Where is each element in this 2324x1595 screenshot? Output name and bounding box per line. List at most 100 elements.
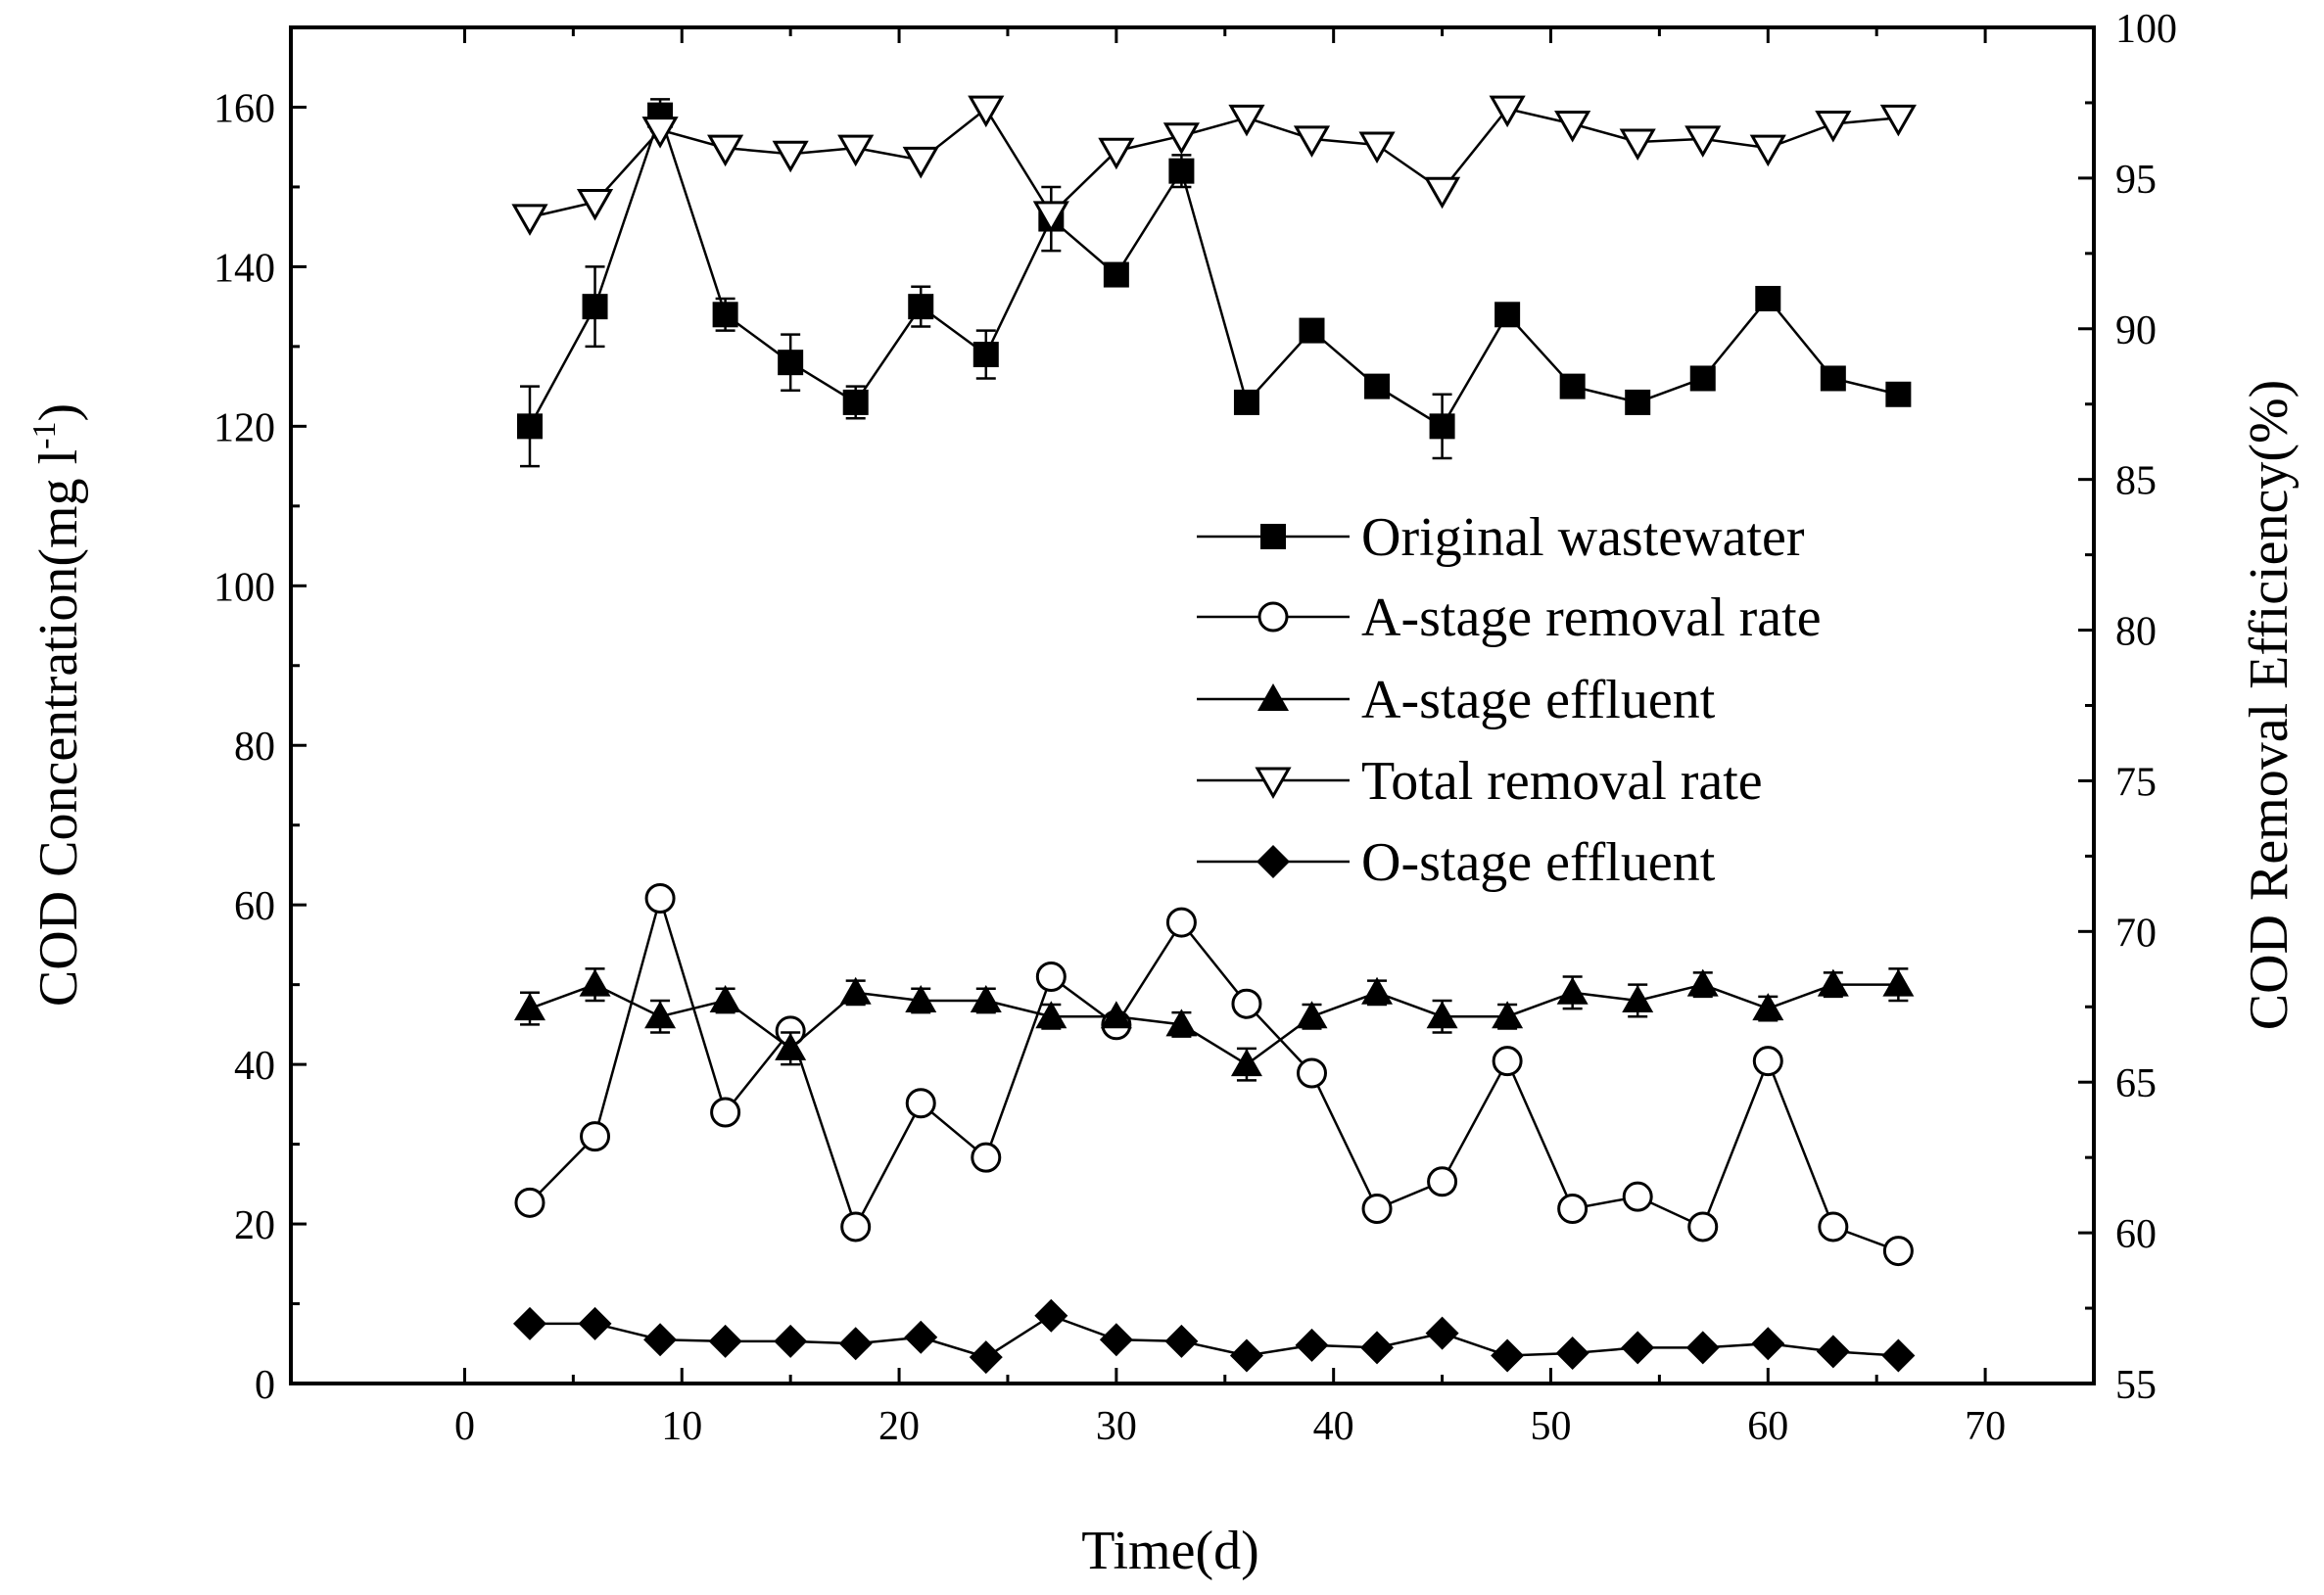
legend-marker bbox=[1257, 683, 1289, 711]
data-point bbox=[1296, 1001, 1328, 1029]
legend-marker bbox=[1255, 767, 1292, 800]
data-point bbox=[1749, 134, 1786, 167]
data-point bbox=[1882, 1236, 1914, 1267]
data-point bbox=[1559, 373, 1586, 399]
data-point bbox=[1815, 110, 1852, 143]
data-point bbox=[579, 968, 611, 997]
legend-label: Original wastewater bbox=[1361, 507, 1805, 568]
data-point bbox=[1098, 137, 1135, 170]
data-point bbox=[1554, 110, 1591, 143]
data-point bbox=[772, 140, 809, 173]
data-point bbox=[970, 984, 1002, 1012]
data-point bbox=[710, 1097, 741, 1128]
data-point bbox=[969, 1340, 1003, 1375]
y-right-tick-label: 90 bbox=[2115, 308, 2157, 353]
x-tick-label: 10 bbox=[661, 1404, 702, 1449]
data-point bbox=[1818, 1211, 1849, 1243]
data-point bbox=[1882, 968, 1915, 997]
data-point bbox=[580, 1121, 611, 1152]
data-point bbox=[1229, 1338, 1263, 1373]
y-left-tick-label: 100 bbox=[213, 565, 275, 610]
data-point bbox=[578, 1306, 612, 1340]
data-point bbox=[778, 350, 804, 376]
legend-marker bbox=[1257, 601, 1289, 633]
legend-item: A-stage effluent bbox=[1197, 670, 1716, 730]
y-left-tick-label: 0 bbox=[255, 1363, 275, 1408]
data-point bbox=[1820, 365, 1846, 392]
y-right-tick-label: 60 bbox=[2115, 1212, 2157, 1257]
data-point bbox=[1625, 389, 1651, 415]
data-point bbox=[1686, 968, 1719, 997]
data-point bbox=[712, 302, 738, 328]
y-right-tick-label: 100 bbox=[2115, 7, 2177, 52]
y-right-tick-label: 75 bbox=[2115, 760, 2157, 805]
data-point bbox=[1621, 1331, 1655, 1365]
data-point bbox=[1426, 1001, 1458, 1029]
series-o-stage-effluent bbox=[512, 1298, 1916, 1375]
data-point bbox=[1684, 125, 1722, 158]
data-point bbox=[905, 984, 937, 1012]
data-point bbox=[842, 389, 869, 415]
legend-item: A-stage removal rate bbox=[1197, 587, 1822, 648]
data-point bbox=[1816, 1335, 1850, 1369]
data-point bbox=[644, 1001, 677, 1029]
legend-item: Total removal rate bbox=[1197, 751, 1763, 812]
data-point bbox=[1100, 1001, 1132, 1029]
data-point bbox=[1492, 1046, 1523, 1077]
data-point bbox=[1755, 286, 1781, 311]
data-point bbox=[1492, 1001, 1524, 1029]
legend-item: Original wastewater bbox=[1197, 507, 1805, 568]
data-point bbox=[1685, 1331, 1720, 1365]
legend-marker bbox=[1257, 845, 1290, 878]
series-line bbox=[529, 893, 1899, 1252]
series-line bbox=[529, 1314, 1899, 1359]
data-point bbox=[1034, 1298, 1068, 1333]
data-point bbox=[1035, 1001, 1067, 1029]
data-point bbox=[1751, 1327, 1785, 1361]
x-tick-label: 60 bbox=[1747, 1404, 1788, 1449]
y-left-tick-label: 20 bbox=[234, 1203, 275, 1248]
data-point bbox=[837, 134, 875, 167]
data-point bbox=[707, 134, 744, 167]
legend-label: O-stage effluent bbox=[1361, 832, 1716, 893]
data-point bbox=[839, 976, 872, 1005]
y-left-tick-label: 40 bbox=[234, 1044, 275, 1089]
data-point bbox=[1035, 962, 1067, 992]
x-tick-label: 70 bbox=[1965, 1404, 2006, 1449]
data-point bbox=[1296, 1057, 1327, 1089]
data-point bbox=[1233, 389, 1259, 415]
data-point bbox=[1817, 968, 1849, 997]
data-point bbox=[1885, 381, 1912, 407]
data-point bbox=[1752, 993, 1784, 1021]
x-tick-label: 50 bbox=[1530, 1404, 1571, 1449]
series-original-wastewater bbox=[516, 98, 1912, 468]
y-left-tick-label: 140 bbox=[213, 246, 275, 291]
series-line bbox=[529, 107, 1899, 219]
data-point bbox=[1361, 976, 1394, 1005]
data-point bbox=[1032, 201, 1069, 233]
x-tick-label: 0 bbox=[454, 1404, 475, 1449]
data-point bbox=[644, 882, 676, 914]
y-right-tick-label: 55 bbox=[2115, 1363, 2157, 1408]
data-point bbox=[902, 146, 939, 179]
data-point bbox=[1360, 1331, 1395, 1365]
data-point bbox=[1168, 158, 1195, 184]
data-point bbox=[1622, 984, 1654, 1012]
data-point bbox=[968, 95, 1005, 128]
data-point bbox=[1555, 1337, 1589, 1371]
data-point bbox=[511, 204, 548, 236]
data-point bbox=[1358, 131, 1396, 164]
data-point bbox=[1619, 128, 1656, 161]
data-point bbox=[1689, 365, 1716, 392]
data-point bbox=[1557, 1193, 1589, 1224]
data-point bbox=[1164, 1324, 1199, 1358]
data-point bbox=[1099, 1323, 1133, 1357]
data-point bbox=[513, 993, 545, 1021]
data-point bbox=[708, 1324, 742, 1358]
data-point bbox=[643, 1323, 678, 1357]
data-point bbox=[972, 342, 999, 368]
data-point bbox=[904, 1320, 938, 1354]
data-point bbox=[774, 1324, 808, 1358]
data-point bbox=[1489, 95, 1526, 128]
